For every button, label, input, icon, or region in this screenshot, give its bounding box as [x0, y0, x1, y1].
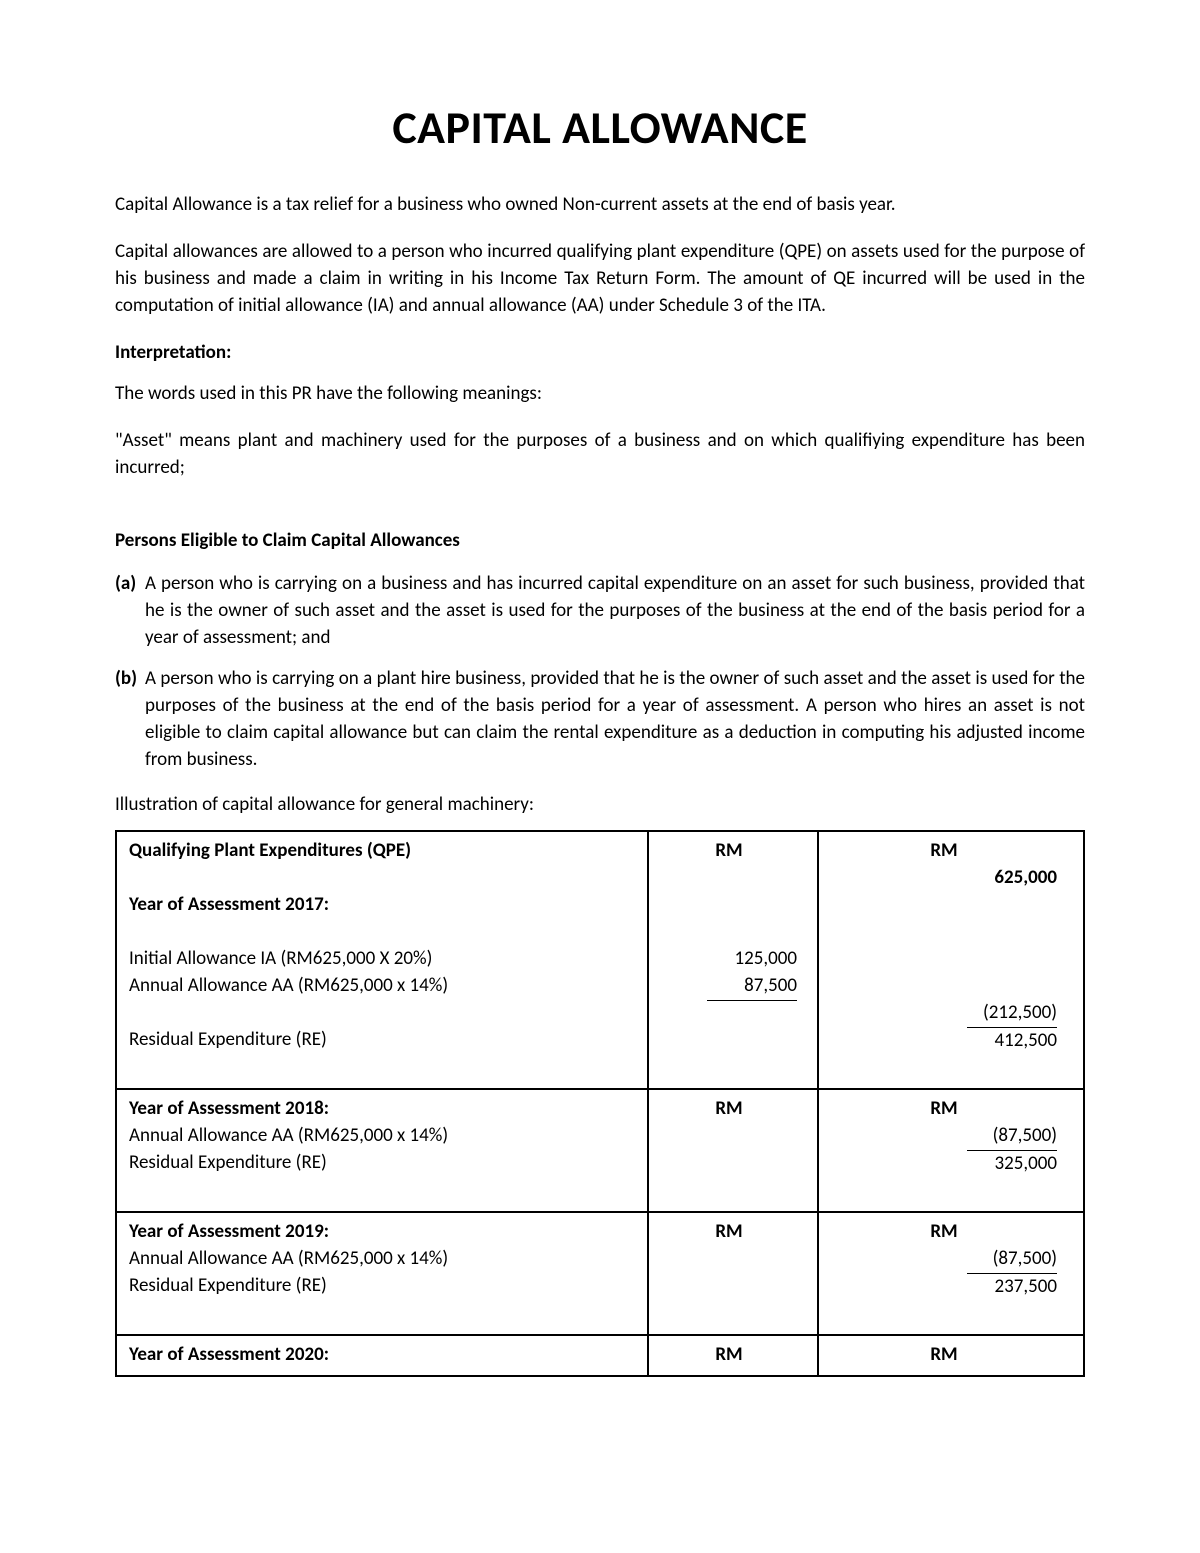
table-section-2020: Year of Assessment 2020: RM RM [117, 1336, 1083, 1377]
allowance-table: Qualifying Plant Expenditures (QPE) Year… [115, 830, 1085, 1377]
eligible-item-a: (a) A person who is carrying on a busine… [115, 571, 1085, 652]
col-description: Year of Assessment 2019: Annual Allowanc… [117, 1213, 647, 1334]
yoa-2017-label: Year of Assessment 2017: [129, 892, 635, 919]
rm-header-1b: RM [831, 838, 1057, 865]
col-rm2: RM [817, 1336, 1083, 1375]
re-2018-value: 325,000 [831, 1151, 1057, 1178]
item-b-marker: (b) [115, 666, 145, 774]
table-section-2019: Year of Assessment 2019: Annual Allowanc… [117, 1213, 1083, 1336]
aa-2018-value: (87,500) [967, 1123, 1057, 1151]
intro-paragraph-2: Capital allowances are allowed to a pers… [115, 239, 1085, 320]
ia-label: Initial Allowance IA (RM625,000 X 20%) [129, 946, 635, 973]
interpretation-line-2: "Asset" means plant and machinery used f… [115, 428, 1085, 482]
table-section-2017: Qualifying Plant Expenditures (QPE) Year… [117, 832, 1083, 1090]
illustration-caption: Illustration of capital allowance for ge… [115, 792, 1085, 819]
col-rm2: RM (87,500) 237,500 [817, 1213, 1083, 1334]
eligible-item-b: (b) A person who is carrying on a plant … [115, 666, 1085, 774]
aa-2017-value: 87,500 [707, 973, 797, 1001]
aa-2019-value: (87,500) [967, 1246, 1057, 1274]
rm-header-1a: RM [661, 838, 797, 865]
re-2017-label: Residual Expenditure (RE) [129, 1027, 635, 1054]
col-rm2: RM (87,500) 325,000 [817, 1090, 1083, 1211]
page-title: CAPITAL ALLOWANCE [115, 100, 1085, 156]
col-rm1: RM 125,000 87,500 [647, 832, 817, 1088]
interpretation-heading: Interpretation: [115, 340, 1085, 367]
col-rm1: RM [647, 1336, 817, 1375]
qpe-header: Qualifying Plant Expenditures (QPE) [129, 838, 635, 865]
item-b-body: A person who is carrying on a plant hire… [145, 666, 1085, 774]
eligible-heading: Persons Eligible to Claim Capital Allowa… [115, 528, 1085, 555]
table-section-2018: Year of Assessment 2018: Annual Allowanc… [117, 1090, 1083, 1213]
item-a-body: A person who is carrying on a business a… [145, 571, 1085, 652]
interpretation-line-1: The words used in this PR have the follo… [115, 381, 1085, 408]
rm-header-3a: RM [661, 1219, 797, 1246]
re-2018-label: Residual Expenditure (RE) [129, 1150, 635, 1177]
document-page: CAPITAL ALLOWANCE Capital Allowance is a… [0, 0, 1200, 1553]
col-description: Year of Assessment 2020: [117, 1336, 647, 1375]
yoa-2020-label: Year of Assessment 2020: [129, 1342, 635, 1369]
rm-header-4a: RM [661, 1342, 797, 1369]
aa-2018-label: Annual Allowance AA (RM625,000 x 14%) [129, 1123, 635, 1150]
col-rm2: RM 625,000 (212,500) 412,500 [817, 832, 1083, 1088]
yoa-2019-label: Year of Assessment 2019: [129, 1219, 635, 1246]
rm-header-2b: RM [831, 1096, 1057, 1123]
rm-header-2a: RM [661, 1096, 797, 1123]
item-a-marker: (a) [115, 571, 145, 652]
yoa-2018-label: Year of Assessment 2018: [129, 1096, 635, 1123]
col-rm1: RM [647, 1213, 817, 1334]
total-deduction-2017: (212,500) [967, 1000, 1057, 1028]
qpe-value: 625,000 [831, 865, 1057, 892]
ia-value: 125,000 [661, 946, 797, 973]
re-2019-value: 237,500 [831, 1274, 1057, 1301]
intro-paragraph-1: Capital Allowance is a tax relief for a … [115, 192, 1085, 219]
re-2017-value: 412,500 [831, 1028, 1057, 1055]
rm-header-3b: RM [831, 1219, 1057, 1246]
col-description: Qualifying Plant Expenditures (QPE) Year… [117, 832, 647, 1088]
re-2019-label: Residual Expenditure (RE) [129, 1273, 635, 1300]
col-rm1: RM [647, 1090, 817, 1211]
col-description: Year of Assessment 2018: Annual Allowanc… [117, 1090, 647, 1211]
aa-2019-label: Annual Allowance AA (RM625,000 x 14%) [129, 1246, 635, 1273]
aa-2017-label: Annual Allowance AA (RM625,000 x 14%) [129, 973, 635, 1000]
rm-header-4b: RM [831, 1342, 1057, 1369]
